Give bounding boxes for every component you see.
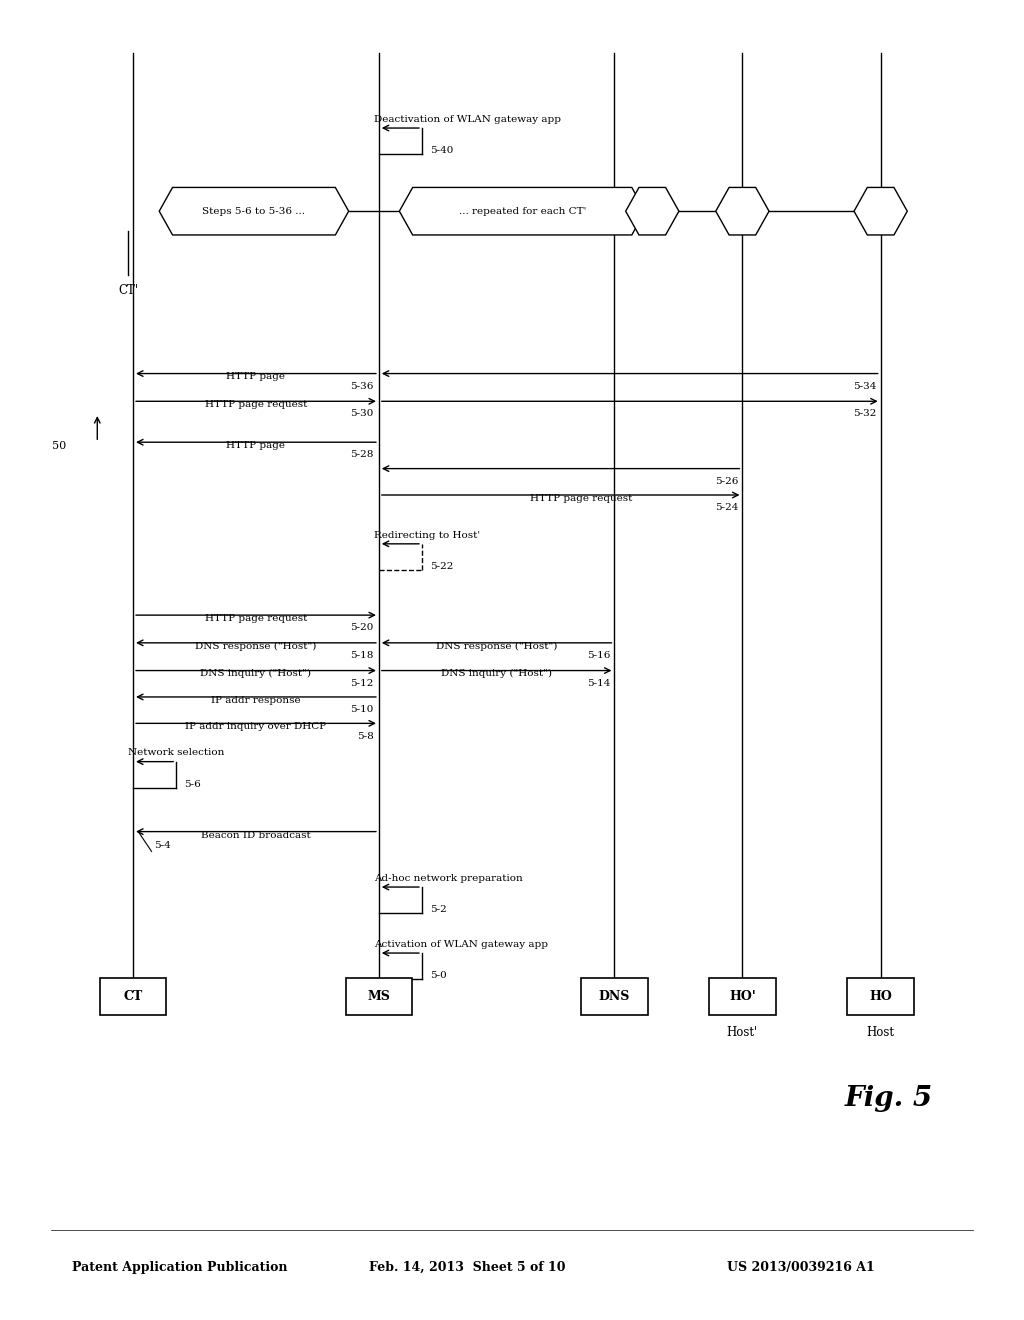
Text: DNS response ("Host"): DNS response ("Host") [196,642,316,651]
Text: 5-16: 5-16 [587,651,610,660]
Text: Host: Host [866,1026,895,1039]
FancyBboxPatch shape [848,978,914,1015]
Polygon shape [716,187,769,235]
Text: Activation of WLAN gateway app: Activation of WLAN gateway app [374,940,548,949]
Text: Fig. 5: Fig. 5 [845,1085,933,1111]
Text: 5-0: 5-0 [430,972,446,979]
Text: DNS: DNS [599,990,630,1003]
Polygon shape [626,187,679,235]
Text: CT': CT' [118,284,138,297]
FancyBboxPatch shape [709,978,776,1015]
Text: 5-28: 5-28 [350,450,374,459]
Text: 5-22: 5-22 [430,562,454,570]
Text: 5-26: 5-26 [715,477,738,486]
Polygon shape [854,187,907,235]
Text: 5-34: 5-34 [853,381,877,391]
Text: HTTP page: HTTP page [226,441,286,450]
Text: IP addr response: IP addr response [211,696,301,705]
Text: Patent Application Publication: Patent Application Publication [72,1261,287,1274]
Polygon shape [160,187,348,235]
Text: DNS response ("Host"): DNS response ("Host") [436,642,557,651]
Text: 5-32: 5-32 [853,409,877,418]
Text: HTTP page request: HTTP page request [205,614,307,623]
Text: 5-4: 5-4 [154,841,170,850]
Text: MS: MS [368,990,390,1003]
Text: 5-20: 5-20 [350,623,374,632]
Text: HO': HO' [729,990,756,1003]
Text: DNS inquiry ("Host"): DNS inquiry ("Host") [441,669,552,678]
Text: DNS inquiry ("Host"): DNS inquiry ("Host") [201,669,311,678]
Text: Redirecting to Host': Redirecting to Host' [374,531,480,540]
Text: HO: HO [869,990,892,1003]
Text: Steps 5-6 to 5-36 ...: Steps 5-6 to 5-36 ... [203,207,305,215]
Text: 5-6: 5-6 [184,780,201,788]
Text: Network selection: Network selection [128,748,224,758]
Text: 5-10: 5-10 [350,705,374,714]
Text: 5-36: 5-36 [350,381,374,391]
Text: 5-40: 5-40 [430,147,454,154]
Text: 5-30: 5-30 [350,409,374,418]
Polygon shape [399,187,645,235]
Text: HTTP page: HTTP page [226,372,286,381]
Text: Host': Host' [727,1026,758,1039]
Text: 5-14: 5-14 [587,678,610,688]
Text: Deactivation of WLAN gateway app: Deactivation of WLAN gateway app [374,115,561,124]
Text: 50: 50 [52,441,67,451]
Text: HTTP page request: HTTP page request [530,494,632,503]
Text: 5-24: 5-24 [715,503,738,512]
Text: 5-2: 5-2 [430,906,446,913]
FancyBboxPatch shape [346,978,412,1015]
Text: 5-12: 5-12 [350,678,374,688]
FancyBboxPatch shape [582,978,648,1015]
Text: IP addr inquiry over DHCP: IP addr inquiry over DHCP [185,722,327,731]
Text: US 2013/0039216 A1: US 2013/0039216 A1 [727,1261,874,1274]
Text: 5-18: 5-18 [350,651,374,660]
Text: ... repeated for each CT': ... repeated for each CT' [459,207,586,215]
Text: HTTP page request: HTTP page request [205,400,307,409]
FancyBboxPatch shape [100,978,166,1015]
Text: Beacon ID broadcast: Beacon ID broadcast [201,830,311,840]
Text: CT: CT [124,990,142,1003]
Text: 5-8: 5-8 [357,731,374,741]
Text: Feb. 14, 2013  Sheet 5 of 10: Feb. 14, 2013 Sheet 5 of 10 [369,1261,565,1274]
Text: Ad-hoc network preparation: Ad-hoc network preparation [374,874,522,883]
